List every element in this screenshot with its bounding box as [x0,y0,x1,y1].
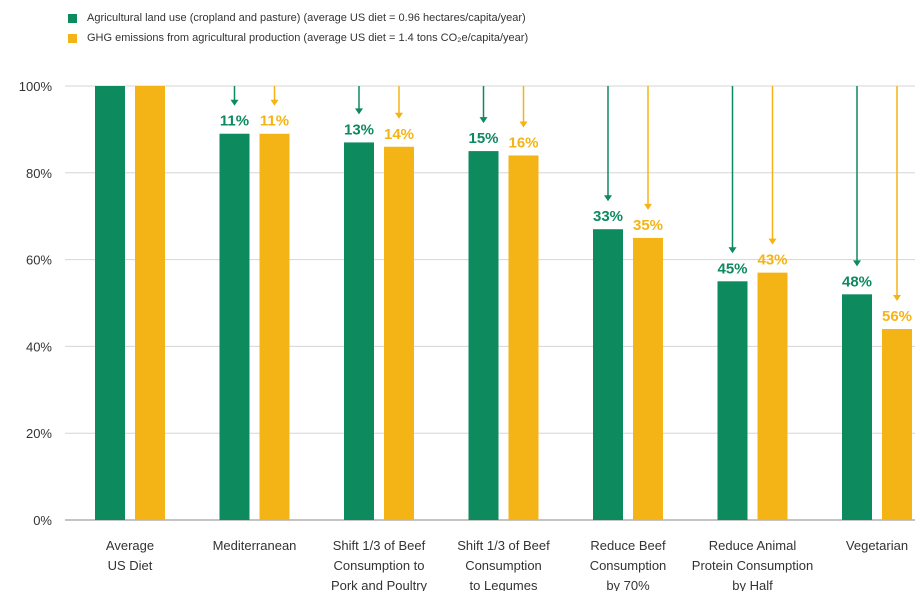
bar-land-use-5 [717,281,748,520]
data-label-ghg-3: 16% [508,134,538,151]
arrow-head-0-6 [853,260,861,267]
data-label-ghg-1: 11% [260,113,289,130]
arrow-head-1-5 [768,238,777,245]
bar-ghg-0 [135,86,165,520]
arrow-head-1-6 [893,295,901,302]
x-category-label-4-0: Reduce Beef [590,538,666,553]
data-label-ghg-2: 14% [384,126,414,143]
data-label-land-use-1: 11% [220,113,249,130]
legend-swatch-land-use [68,13,77,23]
bar-land-use-2 [344,142,374,521]
legend-label-land-use: Agricultural land use (cropland and past… [87,12,526,24]
data-label-land-use-2: 13% [344,121,374,138]
bar-land-use-0 [95,86,125,520]
data-labels: 11% 11% 13% 14% 15% 16% 33% 35% 45% 43% 48% 56% [220,113,912,325]
x-category-label-0-1: US Diet [108,558,153,573]
x-category-label-0-0: Average [106,538,154,553]
bar-ghg-1 [259,133,290,521]
bar-ghg-3 [508,155,539,520]
y-tick-label-80: 80% [26,166,52,181]
x-category-label-5-1: Protein Consumption [692,558,813,573]
bar-land-use-6 [842,294,872,520]
legend-item-ghg: GHG emissions from agricultural producti… [68,28,528,48]
arrow-head-1-3 [519,121,528,128]
legend-swatch-ghg [68,33,77,43]
bar-ghg-5 [757,272,788,520]
data-label-land-use-5: 45% [717,260,747,277]
y-tick-label-100: 100% [19,79,53,94]
x-category-label-6-0: Vegetarian [846,538,908,553]
y-tick-label-20: 20% [26,426,52,441]
data-label-ghg-6: 56% [882,308,912,325]
y-axis-ticks: 0% 20% 40% 60% 80% 100% [19,79,53,528]
legend: Agricultural land use (cropland and past… [68,8,528,48]
data-label-land-use-6: 48% [842,273,872,290]
x-axis-categories: Average US Diet Mediterranean Shift 1/3 of … [106,538,908,591]
arrow-head-0-1 [230,99,239,106]
x-category-label-2-1: Consumption to [333,558,424,573]
bars [95,86,912,521]
legend-item-land-use: Agricultural land use (cropland and past… [68,8,528,28]
y-tick-label-0: 0% [33,513,52,528]
y-tick-label-40: 40% [26,339,52,354]
bar-land-use-3 [468,151,499,520]
bar-land-use-1 [219,133,250,521]
arrow-head-0-4 [604,195,612,202]
data-label-ghg-5: 43% [757,252,787,269]
arrow-head-0-2 [355,108,363,115]
bar-ghg-2 [384,146,414,520]
bar-ghg-4 [633,237,663,520]
data-label-land-use-4: 33% [593,208,623,225]
x-category-label-3-1: Consumption [465,558,542,573]
x-category-label-2-2: Pork and Poultry [331,578,428,591]
data-label-ghg-4: 35% [633,217,663,234]
bar-ghg-6 [882,329,912,520]
legend-label-ghg: GHG emissions from agricultural producti… [87,32,529,44]
x-category-label-4-1: Consumption [590,558,667,573]
x-category-label-1-0: Mediterranean [213,538,297,553]
arrow-head-1-2 [395,112,403,119]
arrow-head-1-4 [644,203,652,210]
arrow-head-0-5 [728,247,737,254]
arrow-head-1-1 [270,99,279,106]
x-category-label-3-2: to Legumes [470,578,538,591]
reduction-arrows [230,86,901,302]
data-label-land-use-3: 15% [468,130,498,147]
bar-land-use-4 [593,229,623,520]
x-category-label-2-0: Shift 1/3 of Beef [333,538,426,553]
arrow-head-0-3 [479,117,488,124]
x-category-label-3-0: Shift 1/3 of Beef [457,538,550,553]
y-tick-label-60: 60% [26,253,52,268]
x-category-label-4-2: by 70% [606,578,650,591]
x-category-label-5-2: by Half [732,578,773,591]
x-category-label-5-0: Reduce Animal [709,538,797,553]
